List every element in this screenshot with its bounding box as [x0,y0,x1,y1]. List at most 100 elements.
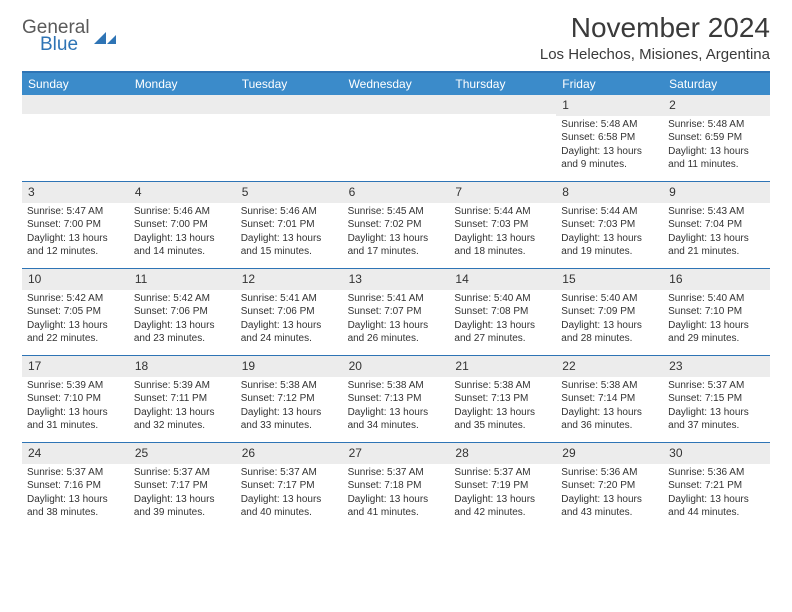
day-number: 20 [343,356,450,377]
sunrise-text: Sunrise: 5:39 AM [134,379,231,393]
day-number: 24 [22,443,129,464]
daylight-text: Daylight: 13 hours and 23 minutes. [134,319,231,346]
sunrise-text: Sunrise: 5:40 AM [668,292,765,306]
calendar-cell: 18Sunrise: 5:39 AMSunset: 7:11 PMDayligh… [129,356,236,442]
sunset-text: Sunset: 7:03 PM [454,218,551,232]
day-details: Sunrise: 5:40 AMSunset: 7:08 PMDaylight:… [449,290,556,350]
sunset-text: Sunset: 6:59 PM [668,131,765,145]
day-details: Sunrise: 5:38 AMSunset: 7:13 PMDaylight:… [343,377,450,437]
daylight-text: Daylight: 13 hours and 24 minutes. [241,319,338,346]
day-number: 25 [129,443,236,464]
sunset-text: Sunset: 7:08 PM [454,305,551,319]
daylight-text: Daylight: 13 hours and 37 minutes. [668,406,765,433]
day-number: 8 [556,182,663,203]
sunrise-text: Sunrise: 5:47 AM [27,205,124,219]
day-number: 23 [663,356,770,377]
week-row: 1Sunrise: 5:48 AMSunset: 6:58 PMDaylight… [22,95,770,181]
day-details: Sunrise: 5:38 AMSunset: 7:14 PMDaylight:… [556,377,663,437]
daylight-text: Daylight: 13 hours and 9 minutes. [561,145,658,172]
day-number: 29 [556,443,663,464]
calendar-cell: 28Sunrise: 5:37 AMSunset: 7:19 PMDayligh… [449,443,556,529]
day-details: Sunrise: 5:37 AMSunset: 7:15 PMDaylight:… [663,377,770,437]
daylight-text: Daylight: 13 hours and 41 minutes. [348,493,445,520]
daylight-text: Daylight: 13 hours and 14 minutes. [134,232,231,259]
sunrise-text: Sunrise: 5:36 AM [561,466,658,480]
day-details: Sunrise: 5:47 AMSunset: 7:00 PMDaylight:… [22,203,129,263]
week-row: 3Sunrise: 5:47 AMSunset: 7:00 PMDaylight… [22,181,770,268]
calendar-cell: 7Sunrise: 5:44 AMSunset: 7:03 PMDaylight… [449,182,556,268]
day-details: Sunrise: 5:48 AMSunset: 6:59 PMDaylight:… [663,116,770,176]
sunrise-text: Sunrise: 5:37 AM [454,466,551,480]
day-details: Sunrise: 5:37 AMSunset: 7:19 PMDaylight:… [449,464,556,524]
logo-triangle-icon [94,30,116,46]
sunrise-text: Sunrise: 5:38 AM [241,379,338,393]
dayname-header: Friday [556,73,663,95]
logo: General Blue [22,12,116,54]
daylight-text: Daylight: 13 hours and 21 minutes. [668,232,765,259]
day-number [343,95,450,114]
calendar-cell: 3Sunrise: 5:47 AMSunset: 7:00 PMDaylight… [22,182,129,268]
day-number [22,95,129,114]
sunrise-text: Sunrise: 5:37 AM [348,466,445,480]
calendar-cell: 1Sunrise: 5:48 AMSunset: 6:58 PMDaylight… [556,95,663,181]
day-number: 17 [22,356,129,377]
calendar-cell: 25Sunrise: 5:37 AMSunset: 7:17 PMDayligh… [129,443,236,529]
day-details: Sunrise: 5:38 AMSunset: 7:13 PMDaylight:… [449,377,556,437]
calendar-cell: 23Sunrise: 5:37 AMSunset: 7:15 PMDayligh… [663,356,770,442]
calendar-cell: 21Sunrise: 5:38 AMSunset: 7:13 PMDayligh… [449,356,556,442]
day-number: 28 [449,443,556,464]
day-details: Sunrise: 5:37 AMSunset: 7:18 PMDaylight:… [343,464,450,524]
calendar-cell: 10Sunrise: 5:42 AMSunset: 7:05 PMDayligh… [22,269,129,355]
calendar-cell [343,95,450,181]
sunrise-text: Sunrise: 5:44 AM [561,205,658,219]
sunset-text: Sunset: 7:17 PM [241,479,338,493]
sunrise-text: Sunrise: 5:37 AM [27,466,124,480]
calendar-cell: 14Sunrise: 5:40 AMSunset: 7:08 PMDayligh… [449,269,556,355]
daylight-text: Daylight: 13 hours and 40 minutes. [241,493,338,520]
day-number: 19 [236,356,343,377]
logo-word-blue: Blue [40,35,90,54]
sunset-text: Sunset: 7:15 PM [668,392,765,406]
dayname-header: Tuesday [236,73,343,95]
week-row: 10Sunrise: 5:42 AMSunset: 7:05 PMDayligh… [22,268,770,355]
sunrise-text: Sunrise: 5:42 AM [134,292,231,306]
calendar-cell: 30Sunrise: 5:36 AMSunset: 7:21 PMDayligh… [663,443,770,529]
daylight-text: Daylight: 13 hours and 11 minutes. [668,145,765,172]
month-title: November 2024 [540,12,770,44]
day-number: 11 [129,269,236,290]
daylight-text: Daylight: 13 hours and 32 minutes. [134,406,231,433]
sunset-text: Sunset: 7:20 PM [561,479,658,493]
daylight-text: Daylight: 13 hours and 34 minutes. [348,406,445,433]
sunset-text: Sunset: 7:10 PM [668,305,765,319]
day-details: Sunrise: 5:46 AMSunset: 7:00 PMDaylight:… [129,203,236,263]
daylight-text: Daylight: 13 hours and 26 minutes. [348,319,445,346]
logo-text: General Blue [22,18,90,54]
sunrise-text: Sunrise: 5:46 AM [134,205,231,219]
sunset-text: Sunset: 6:58 PM [561,131,658,145]
week-row: 17Sunrise: 5:39 AMSunset: 7:10 PMDayligh… [22,355,770,442]
calendar-cell [129,95,236,181]
day-details: Sunrise: 5:36 AMSunset: 7:21 PMDaylight:… [663,464,770,524]
day-details: Sunrise: 5:37 AMSunset: 7:17 PMDaylight:… [129,464,236,524]
day-number: 26 [236,443,343,464]
daylight-text: Daylight: 13 hours and 12 minutes. [27,232,124,259]
day-details: Sunrise: 5:41 AMSunset: 7:07 PMDaylight:… [343,290,450,350]
sunrise-text: Sunrise: 5:39 AM [27,379,124,393]
daylight-text: Daylight: 13 hours and 18 minutes. [454,232,551,259]
day-details: Sunrise: 5:41 AMSunset: 7:06 PMDaylight:… [236,290,343,350]
day-number: 10 [22,269,129,290]
day-details: Sunrise: 5:39 AMSunset: 7:11 PMDaylight:… [129,377,236,437]
sunrise-text: Sunrise: 5:42 AM [27,292,124,306]
sunrise-text: Sunrise: 5:44 AM [454,205,551,219]
day-details: Sunrise: 5:44 AMSunset: 7:03 PMDaylight:… [449,203,556,263]
calendar-cell: 19Sunrise: 5:38 AMSunset: 7:12 PMDayligh… [236,356,343,442]
sunset-text: Sunset: 7:04 PM [668,218,765,232]
day-number: 21 [449,356,556,377]
day-number: 4 [129,182,236,203]
sunrise-text: Sunrise: 5:38 AM [348,379,445,393]
dayname-header: Monday [129,73,236,95]
sunset-text: Sunset: 7:06 PM [241,305,338,319]
calendar-cell: 13Sunrise: 5:41 AMSunset: 7:07 PMDayligh… [343,269,450,355]
day-details: Sunrise: 5:38 AMSunset: 7:12 PMDaylight:… [236,377,343,437]
calendar-cell: 27Sunrise: 5:37 AMSunset: 7:18 PMDayligh… [343,443,450,529]
